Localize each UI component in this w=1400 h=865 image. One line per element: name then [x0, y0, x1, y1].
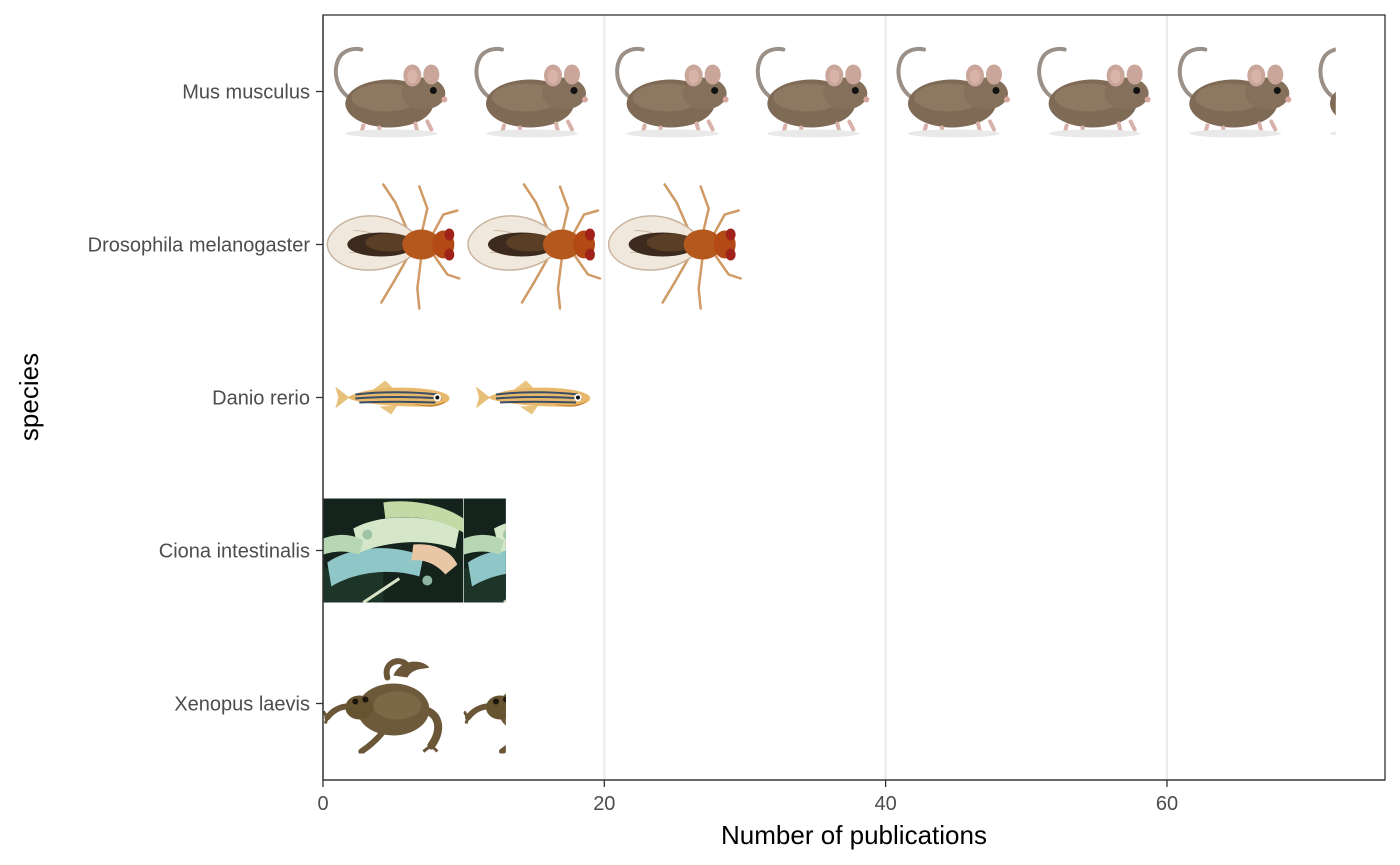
x-tick-label-40: 40: [875, 793, 897, 815]
x-tick-label-20: 20: [593, 793, 615, 815]
y-tick-label-mus-musculus: Mus musculus: [182, 82, 310, 104]
y-tick-label-danio-rerio: Danio rerio: [212, 388, 310, 410]
gridlines: [603, 15, 1169, 780]
x-axis-title: Number of publications: [721, 820, 987, 850]
y-tick-label-xenopus-laevis: Xenopus laevis: [174, 694, 310, 716]
sea-squirt-icon: [323, 498, 464, 603]
y-axis: Mus musculus Drosophila melanogaster Danio…: [88, 15, 324, 780]
y-axis-title: species: [14, 353, 44, 441]
panel: [322, 14, 1386, 781]
x-axis: 0 20 40 60: [317, 779, 1385, 815]
x-tick-label-60: 60: [1156, 793, 1178, 815]
y-tick-label-drosophila-melanogaster: Drosophila melanogaster: [88, 235, 311, 257]
y-tick-label-ciona-intestinalis: Ciona intestinalis: [159, 541, 310, 563]
x-tick-label-0: 0: [317, 793, 328, 815]
